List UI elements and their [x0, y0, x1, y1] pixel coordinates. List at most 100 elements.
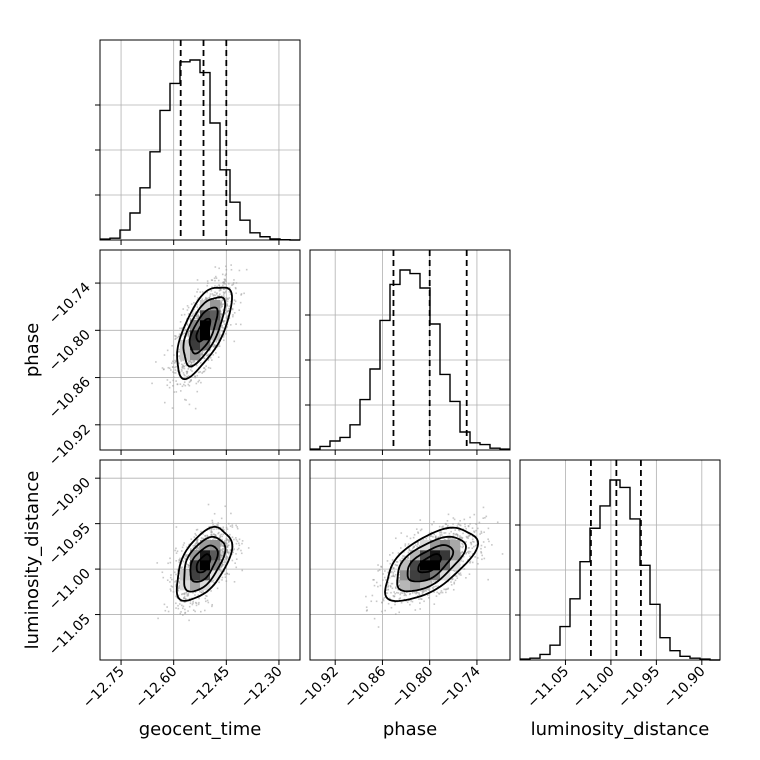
sample-point	[231, 526, 234, 528]
sample-point	[429, 534, 432, 537]
sample-point	[222, 284, 224, 287]
sample-point	[415, 591, 418, 593]
sample-point	[199, 354, 202, 356]
sample-point	[199, 371, 202, 373]
sample-point	[398, 584, 401, 587]
sample-point	[401, 557, 404, 560]
sample-point	[232, 283, 235, 286]
sample-point	[220, 554, 223, 557]
sample-point	[185, 399, 187, 401]
sample-point	[175, 552, 178, 554]
sample-point	[459, 540, 462, 542]
sample-point	[413, 546, 415, 548]
sample-point	[437, 536, 440, 539]
sample-point	[166, 579, 169, 582]
sample-point	[234, 562, 236, 565]
sample-point	[175, 547, 177, 550]
sample-point	[198, 601, 200, 604]
sample-point	[181, 593, 184, 595]
contour-level-3	[176, 286, 233, 381]
sample-point	[221, 330, 223, 332]
sample-point	[226, 288, 229, 291]
xtick-label-luminosity_distance: −11.00	[570, 664, 618, 712]
density-cell	[420, 580, 431, 591]
sample-point	[203, 357, 206, 360]
sample-point	[195, 529, 198, 531]
sample-point	[464, 523, 466, 525]
density-cell	[200, 540, 211, 551]
sample-point	[224, 576, 227, 578]
sample-point	[393, 595, 395, 598]
panel-frame	[309, 249, 511, 451]
sample-point	[401, 592, 404, 594]
sample-point	[394, 563, 397, 566]
sample-point	[397, 552, 400, 554]
sample-point	[423, 590, 425, 593]
sample-point	[232, 282, 235, 284]
sample-point	[163, 354, 166, 356]
sample-point	[446, 526, 449, 528]
sample-point	[209, 356, 212, 359]
density-cell	[210, 560, 221, 571]
sample-point	[467, 525, 470, 527]
sample-point	[390, 591, 392, 594]
sample-point	[171, 344, 173, 347]
sample-point	[487, 527, 490, 530]
sample-point	[383, 576, 386, 579]
sample-point	[164, 609, 167, 612]
sample-point	[184, 374, 186, 377]
sample-point	[199, 590, 201, 593]
sample-point	[233, 302, 236, 305]
sample-point	[174, 335, 176, 337]
sample-point	[468, 547, 470, 549]
sample-point	[482, 517, 485, 519]
sample-point	[198, 597, 200, 600]
sample-point	[190, 363, 193, 366]
sample-point	[454, 574, 457, 577]
sample-point	[186, 305, 189, 307]
sample-point	[212, 579, 215, 582]
sample-point	[221, 543, 223, 546]
density-cell	[440, 550, 451, 561]
sample-point	[174, 372, 177, 374]
sample-point	[232, 315, 234, 318]
sample-point	[473, 530, 475, 533]
density-cell	[210, 310, 221, 321]
sample-point	[452, 533, 455, 535]
sample-point	[227, 544, 230, 547]
sample-point	[194, 532, 197, 535]
sample-point	[404, 593, 406, 596]
sample-point	[394, 613, 397, 615]
sample-point	[212, 294, 215, 297]
sample-point	[183, 313, 186, 316]
sample-point	[478, 521, 481, 524]
sample-point	[420, 528, 423, 531]
sample-point	[222, 303, 225, 305]
sample-point	[400, 547, 402, 549]
sample-point	[458, 528, 460, 531]
sample-point	[183, 381, 186, 383]
sample-point	[173, 571, 176, 574]
sample-point	[175, 579, 177, 582]
sample-point	[175, 595, 177, 598]
sample-point	[392, 575, 394, 577]
sample-point	[186, 375, 188, 378]
panels-layer: −12.75 −12.60 −12.45 −12.30 −10.92 −10.86 −10.…	[46, 39, 721, 712]
sample-point	[178, 348, 181, 351]
sample-point	[220, 295, 223, 297]
sample-point	[175, 335, 177, 338]
sample-point	[416, 545, 418, 548]
sample-point	[196, 528, 199, 531]
sample-point	[211, 580, 214, 583]
sample-point	[190, 538, 193, 540]
sample-point	[411, 592, 414, 594]
sample-point	[408, 548, 411, 551]
sample-point	[400, 592, 402, 594]
sample-point	[480, 550, 482, 553]
sample-point	[207, 354, 210, 356]
sample-point	[223, 295, 225, 298]
sample-point	[233, 312, 236, 314]
ylabel-luminosity-distance: luminosity_distance	[22, 471, 43, 650]
sample-point	[241, 542, 243, 545]
xtick-label-phase: −10.74	[436, 663, 484, 711]
